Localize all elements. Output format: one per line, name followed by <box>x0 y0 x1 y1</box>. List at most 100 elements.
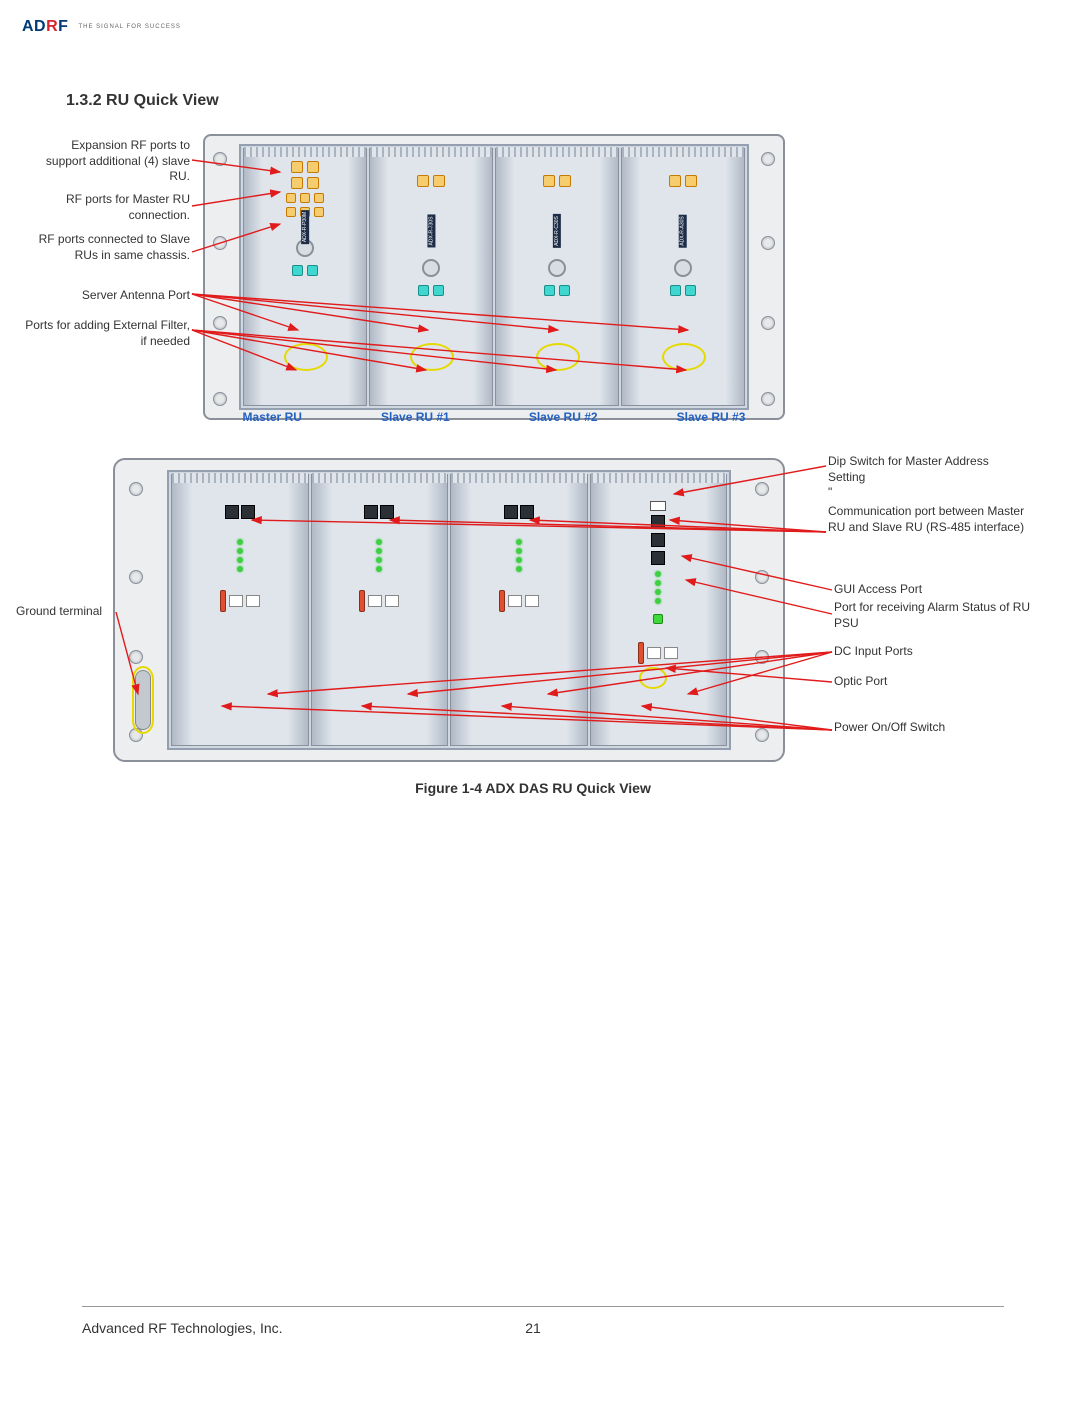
figure-caption: Figure 1-4 ADX DAS RU Quick View <box>0 780 1066 796</box>
heatsink-fins <box>591 473 727 483</box>
status-leds <box>237 539 243 572</box>
callout-psu-alarm: Port for receiving Alarm Status of RU PS… <box>834 600 1044 631</box>
callout-expansion-ports: Expansion RF ports to support additional… <box>28 138 190 185</box>
dip-switch <box>650 501 666 511</box>
heatsink-fins <box>244 147 366 157</box>
screw-icon <box>761 152 775 166</box>
bottom-diagram-chassis <box>113 458 785 762</box>
callout-slave-rf-ports: RF ports connected to Slave RUs in same … <box>28 232 190 263</box>
dc-port <box>385 595 399 607</box>
ru-card-master: ADX-R-P30M <box>243 148 367 406</box>
module-label: ADX-R-C30S <box>553 214 561 248</box>
dc-pwr-row <box>638 642 678 664</box>
slave-rf-ports <box>286 193 324 203</box>
callout-server-antenna: Server Antenna Port <box>54 288 190 304</box>
optic-port <box>653 614 663 624</box>
section-heading: 1.3.2 RU Quick View <box>66 92 219 110</box>
ru-label-slave3: Slave RU #3 <box>677 410 746 424</box>
module-label: ADX-R-730S <box>427 215 435 248</box>
screw-icon <box>761 316 775 330</box>
highlight-oval <box>410 343 454 371</box>
screw-icon <box>755 650 769 664</box>
dc-port <box>229 595 243 607</box>
ext-filter-ports <box>292 265 318 276</box>
rf-ports <box>543 175 571 187</box>
callout-gui-port: GUI Access Port <box>834 582 1014 598</box>
rf-ports <box>417 175 445 187</box>
screw-icon <box>213 236 227 250</box>
callout-ext-filter: Ports for adding External Filter, if nee… <box>22 318 190 349</box>
ru-labels-row: Master RU Slave RU #1 Slave RU #2 Slave … <box>203 410 785 424</box>
footer-page-number: 21 <box>0 1320 1066 1336</box>
ground-highlight <box>132 666 154 734</box>
heatsink-fins <box>622 147 744 157</box>
ext-filter-ports <box>544 285 570 296</box>
server-antenna-port <box>674 259 692 277</box>
heatsink-fins <box>172 473 308 483</box>
highlight-oval <box>284 343 328 371</box>
callout-power-switch: Power On/Off Switch <box>834 720 1014 736</box>
callout-rs485: Communication port between Master RU and… <box>828 504 1038 535</box>
ext-filter-ports <box>670 285 696 296</box>
ru-card-slave2: ADX-R-C30S <box>495 148 619 406</box>
logo-prefix: AD <box>22 18 46 35</box>
ru-back-slave3 <box>171 474 309 746</box>
heatsink-fins <box>370 147 492 157</box>
callout-master-rf-ports: RF ports for Master RU connection. <box>22 192 190 223</box>
screw-icon <box>755 482 769 496</box>
screw-icon <box>761 236 775 250</box>
screw-icon <box>755 570 769 584</box>
dc-port <box>664 647 678 659</box>
screw-icon <box>213 316 227 330</box>
ru-back-master <box>590 474 728 746</box>
ru-card-slave1: ADX-R-730S <box>369 148 493 406</box>
heatsink-fins <box>496 147 618 157</box>
screw-icon <box>761 392 775 406</box>
callout-dip-switch: Dip Switch for Master Address Setting " <box>828 454 1008 501</box>
ru-back-slave1 <box>450 474 588 746</box>
dc-port <box>647 647 661 659</box>
server-antenna-port <box>548 259 566 277</box>
module-label: ADX-R-P30M <box>301 210 309 244</box>
screw-icon <box>129 482 143 496</box>
gui-port <box>651 533 665 547</box>
ru-label-master: Master RU <box>243 410 302 424</box>
heatsink-fins <box>312 473 448 483</box>
dc-port <box>368 595 382 607</box>
highlight-oval <box>639 667 667 689</box>
header-logo: ADRF THE SIGNAL FOR SUCCESS <box>22 18 181 36</box>
callout-ground-terminal: Ground terminal <box>16 604 116 620</box>
dc-pwr-row-master <box>653 614 663 624</box>
rf-ports <box>669 175 697 187</box>
power-switch <box>499 590 505 612</box>
dc-pwr-row <box>220 590 260 612</box>
dc-port <box>508 595 522 607</box>
heatsink-fins <box>451 473 587 483</box>
screw-icon <box>129 570 143 584</box>
rs485-ports <box>364 505 394 519</box>
status-leds <box>655 571 661 604</box>
chassis-inner: ADX-R-P30M ADX-R-730S AD <box>239 144 749 410</box>
logo-tagline: THE SIGNAL FOR SUCCESS <box>78 24 180 30</box>
highlight-oval <box>536 343 580 371</box>
power-switch <box>220 590 226 612</box>
ru-label-slave2: Slave RU #2 <box>529 410 598 424</box>
callout-optic-port: Optic Port <box>834 674 1014 690</box>
dc-pwr-row <box>359 590 399 612</box>
dc-pwr-row <box>499 590 539 612</box>
rs485-ports <box>651 515 665 529</box>
ext-filter-ports <box>418 285 444 296</box>
dc-port <box>246 595 260 607</box>
status-leds <box>376 539 382 572</box>
logo-r: R <box>46 18 58 35</box>
expansion-rf-ports <box>291 161 319 173</box>
screw-icon <box>129 650 143 664</box>
screw-icon <box>213 392 227 406</box>
master-rf-ports <box>291 177 319 189</box>
status-leds <box>516 539 522 572</box>
highlight-oval <box>662 343 706 371</box>
footer-rule <box>82 1306 1004 1307</box>
top-diagram-chassis: ADX-R-P30M ADX-R-730S AD <box>203 134 785 420</box>
dc-port <box>525 595 539 607</box>
rs485-ports <box>504 505 534 519</box>
